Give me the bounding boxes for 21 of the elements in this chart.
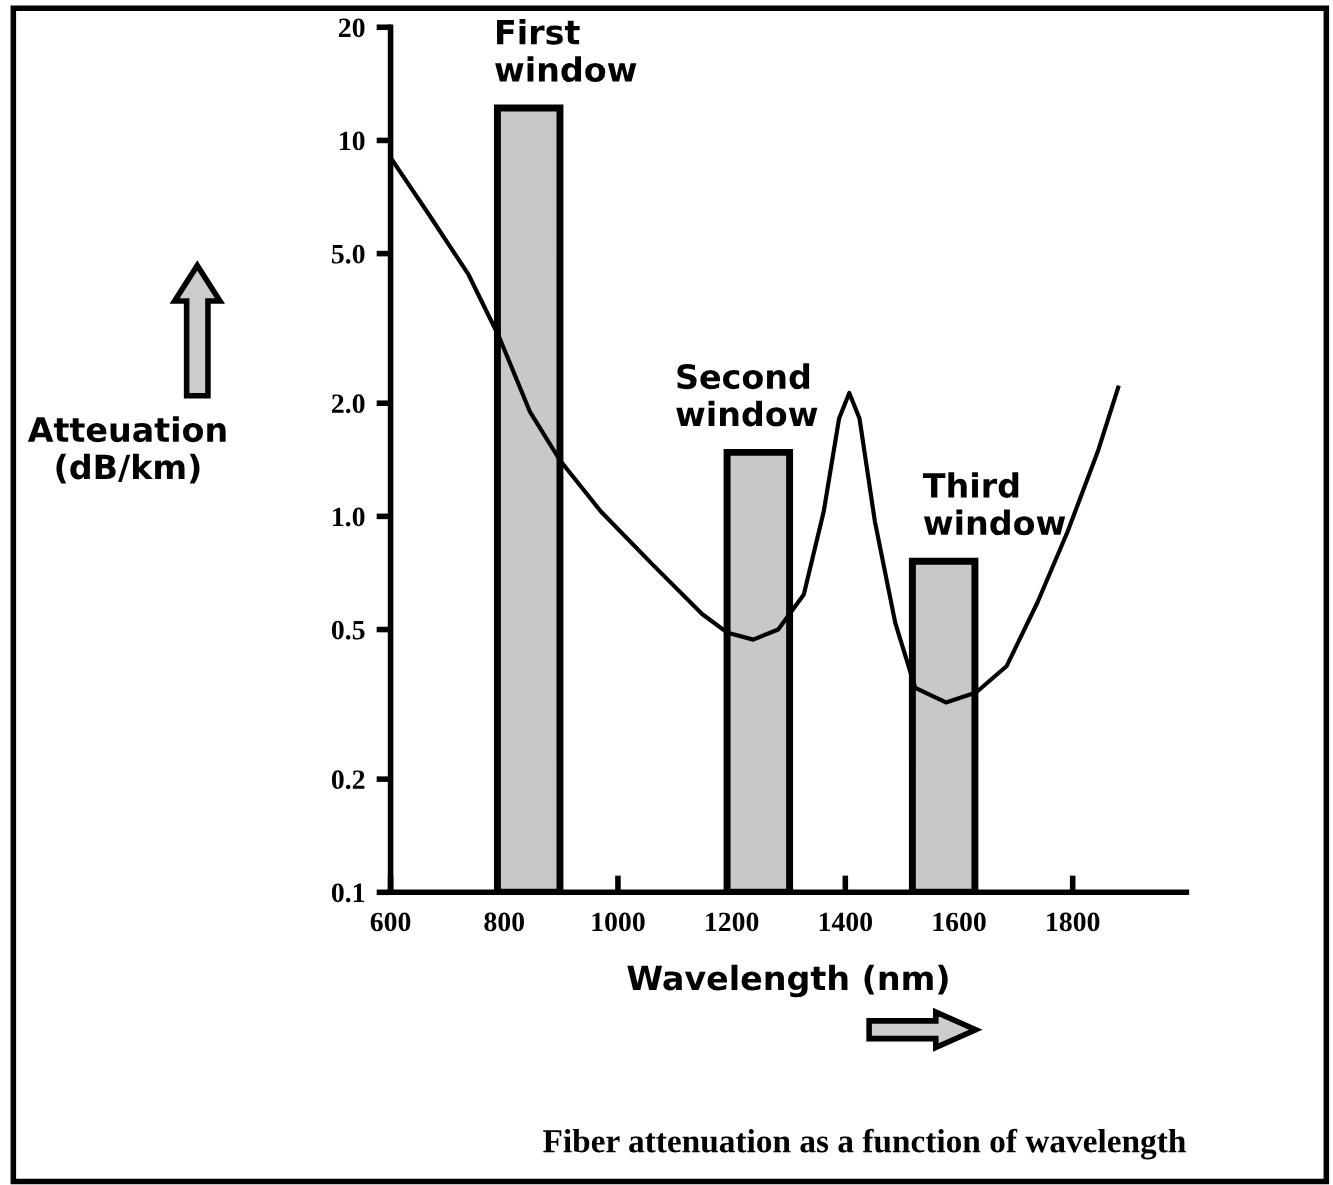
x-tick-label: 600 (370, 912, 411, 932)
y-tick-label: 0.5 (331, 620, 365, 640)
y-tick-label: 2.0 (332, 394, 365, 414)
y-tick-label: 0.2 (331, 770, 365, 790)
annotation: First window (495, 18, 637, 83)
x-tick-label: 1400 (819, 912, 873, 932)
annotation: Third window (922, 472, 1066, 536)
y-tick-label: 10 (340, 131, 365, 151)
y-tick-label: 0.1 (331, 883, 365, 903)
text: Fiber attenuation as a function of wavelength (543, 1128, 1186, 1160)
y-tick-label: 1.0 (333, 507, 365, 527)
y-tick-label: 5.0 (331, 244, 365, 264)
x-tick-label: 800 (484, 912, 525, 932)
x-tick-label: 1200 (706, 912, 759, 932)
x-tick-label: 1000 (592, 912, 645, 932)
annotation: Second window (676, 363, 818, 427)
x-tick-label: 1800 (1047, 912, 1100, 932)
y-axis-title: Atteuation (dB/km) (27, 416, 226, 484)
y-tick-label: 20 (338, 18, 365, 38)
x-tick-label: 1600 (933, 912, 986, 932)
x-axis-title: Wavelength (nm) (627, 964, 948, 998)
